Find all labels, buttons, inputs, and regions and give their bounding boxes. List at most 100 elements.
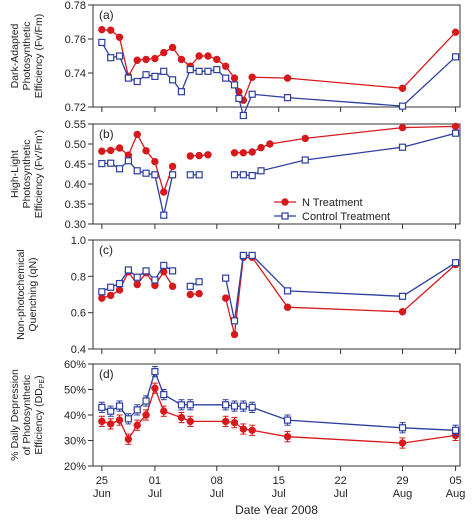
data-point — [230, 74, 239, 82]
data-point — [98, 25, 106, 34]
data-point — [221, 62, 230, 70]
y-tick-label: 0.30 — [65, 219, 86, 231]
data-point — [186, 171, 194, 179]
panel-b: 0.30 0.35 0.40 0.45 0.50 0.55 (b) High-Light Pho… — [9, 119, 461, 231]
data-point — [160, 261, 168, 270]
data-point — [160, 188, 168, 196]
series-n-treatment — [98, 25, 460, 104]
data-point — [451, 122, 460, 131]
legend-marker-control — [281, 212, 289, 220]
data-point — [133, 77, 141, 86]
data-point — [230, 418, 239, 427]
data-point — [133, 280, 141, 289]
y-axis-label: of Photosynthetic — [21, 375, 33, 456]
data-point — [230, 330, 239, 339]
legend: N Treatment Control Treatment — [274, 197, 390, 223]
data-point — [124, 266, 132, 274]
data-point — [115, 33, 124, 41]
data-point — [133, 273, 141, 281]
y-axis-label: Photosynthetic — [21, 140, 33, 209]
data-point — [301, 156, 309, 164]
y-axis-label: Photosynthetic — [21, 22, 33, 91]
data-point — [195, 67, 203, 75]
series-line — [234, 125, 456, 154]
data-point — [124, 435, 133, 443]
data-point — [106, 26, 115, 34]
y-axis-label: Non-photochemical — [15, 249, 27, 339]
series-control-treatment — [98, 38, 460, 120]
data-point — [283, 94, 292, 102]
series-line — [101, 369, 456, 431]
data-point — [160, 407, 168, 415]
data-point — [142, 71, 150, 79]
data-point — [142, 267, 150, 275]
y-tick-label: 0.50 — [65, 139, 86, 151]
x-tick-label: 01 — [149, 475, 161, 487]
y-tick-label: 0.8 — [71, 271, 86, 283]
data-point — [186, 65, 194, 74]
data-point — [106, 146, 115, 155]
data-point — [115, 165, 124, 173]
data-point — [195, 278, 203, 286]
y-axis-label: Efficiency (Fv'/Fm') — [33, 130, 45, 218]
data-point — [98, 147, 106, 155]
data-point — [283, 416, 292, 424]
x-tick-label: 05 — [449, 475, 461, 487]
x-axis-label: Date Year 2008 — [235, 503, 318, 517]
data-point — [248, 73, 256, 81]
data-point — [168, 76, 177, 84]
data-point — [151, 384, 159, 392]
y-tick-label: 50% — [64, 385, 86, 397]
data-point — [133, 56, 141, 64]
data-point — [239, 111, 247, 120]
data-point — [235, 94, 243, 103]
series-line — [101, 42, 457, 118]
data-point — [98, 403, 106, 411]
data-point — [168, 162, 177, 171]
data-point — [230, 81, 239, 89]
data-point — [133, 406, 141, 414]
data-point — [168, 43, 177, 52]
x-tick-label: Jun — [93, 488, 111, 500]
y-tick-label: 60% — [64, 359, 86, 371]
y-tick-label: 0.74 — [65, 68, 86, 80]
data-point — [142, 397, 150, 405]
data-point — [398, 102, 407, 110]
series-line — [101, 29, 457, 102]
data-point — [133, 421, 141, 429]
data-point — [133, 167, 141, 175]
series-control-treatment — [98, 251, 460, 325]
y-tick-label: 20% — [64, 461, 86, 473]
data-point — [221, 417, 230, 426]
series-control-treatment — [98, 366, 460, 436]
x-tick-label: Jul — [272, 488, 286, 500]
series-line — [225, 254, 456, 321]
y-tick-label: 0.78 — [65, 0, 86, 12]
data-point — [398, 424, 407, 432]
data-point — [398, 292, 407, 300]
data-point — [195, 289, 203, 298]
data-point — [98, 417, 106, 426]
data-point — [239, 149, 248, 157]
data-point — [204, 67, 212, 75]
legend-label-control: Control Treatment — [302, 211, 390, 223]
data-point — [124, 415, 132, 423]
data-point — [283, 432, 292, 441]
data-point — [451, 426, 460, 434]
data-point — [248, 172, 256, 180]
data-point — [230, 402, 239, 410]
y-axis-label: High-Light — [9, 150, 21, 198]
data-point — [248, 90, 256, 98]
data-point — [257, 143, 265, 152]
data-point — [398, 439, 407, 447]
data-point — [204, 151, 212, 159]
data-point — [168, 171, 177, 179]
data-point — [248, 148, 256, 156]
data-point — [151, 368, 159, 376]
data-point — [186, 290, 194, 299]
y-tick-label: 0.72 — [65, 102, 86, 114]
panel-c: 0.4 0.6 0.8 1.0 (c) Non-photochemical Quenchin… — [15, 235, 461, 356]
panel-a: 0.72 0.74 0.76 0.78 (a) Dark-Adapted Photosynt… — [9, 0, 461, 120]
data-point — [266, 140, 274, 148]
